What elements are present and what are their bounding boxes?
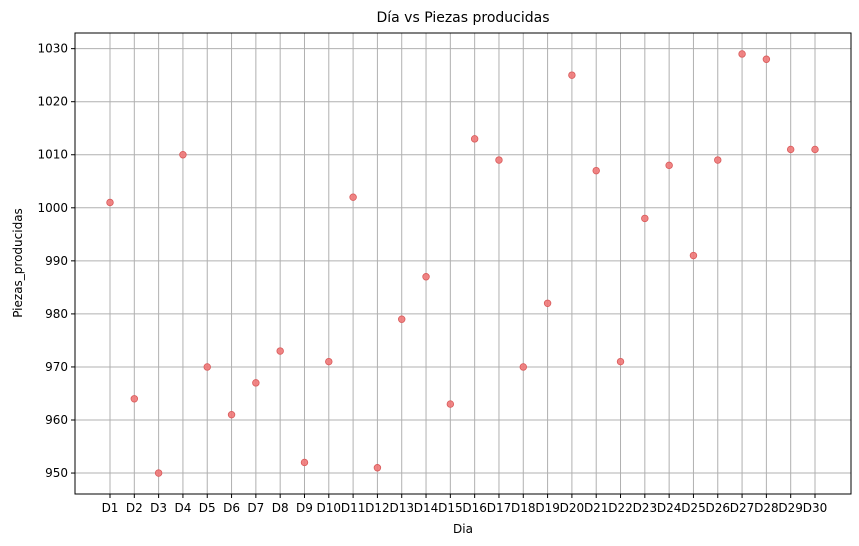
x-tick-label: D12: [365, 501, 390, 515]
x-tick-label: D24: [657, 501, 682, 515]
grid: [75, 33, 851, 494]
data-point: [130, 395, 139, 403]
x-axis-label: Dia: [453, 522, 473, 536]
x-tick-label: D9: [296, 501, 313, 515]
x-tick-label: D23: [633, 501, 658, 515]
data-point: [592, 166, 600, 175]
x-tick-label: D28: [754, 501, 779, 515]
y-tick-label: 960: [45, 413, 68, 427]
data-point: [641, 214, 649, 223]
data-point: [470, 135, 479, 143]
data-point: [349, 193, 357, 201]
data-point: [811, 145, 819, 154]
y-tick-label: 1000: [37, 201, 68, 215]
data-points: [106, 50, 819, 477]
data-point: [495, 156, 503, 164]
data-point: [276, 347, 284, 355]
data-point: [762, 55, 771, 63]
x-tick-label: D8: [272, 501, 289, 515]
data-point: [227, 410, 236, 419]
data-point: [398, 315, 406, 323]
x-tick-label: D19: [535, 501, 560, 515]
x-tick-label: D14: [414, 501, 439, 515]
data-point: [422, 273, 430, 281]
x-tick-label: D2: [126, 501, 143, 515]
y-tick-label: 980: [45, 307, 68, 321]
data-point: [616, 357, 625, 366]
x-tick-label: D7: [247, 501, 264, 515]
y-tick-label: 1030: [37, 42, 68, 56]
x-tick-label: D6: [223, 501, 240, 515]
x-axis: D1 D2 D3 D4 D5 D6 D7 D8 D9 D10 D11 D12 D13 D14 D15 D16 D…: [102, 494, 828, 515]
x-tick-label: D3: [150, 501, 167, 515]
x-tick-label: D10: [317, 501, 342, 515]
x-tick-label: D21: [584, 501, 609, 515]
data-point: [203, 363, 211, 371]
x-tick-label: D5: [199, 501, 216, 515]
y-tick-label: 950: [45, 466, 68, 480]
x-tick-label: D26: [706, 501, 731, 515]
x-tick-label: D16: [462, 501, 487, 515]
data-point: [446, 400, 455, 408]
y-tick-label: 1020: [37, 95, 68, 109]
x-tick-label: D22: [608, 501, 633, 515]
x-tick-label: D11: [341, 501, 366, 515]
data-point: [519, 363, 527, 371]
x-tick-label: D27: [730, 501, 755, 515]
x-tick-label: D20: [560, 501, 585, 515]
y-tick-label: 1010: [37, 148, 68, 162]
y-tick-label: 990: [45, 254, 68, 268]
data-point: [568, 71, 576, 79]
plot-frame: [74, 32, 852, 495]
data-point: [786, 145, 795, 154]
data-point: [154, 469, 163, 477]
data-point: [325, 357, 333, 366]
x-tick-label: D29: [778, 501, 803, 515]
x-tick-label: D4: [174, 501, 191, 515]
x-tick-label: D15: [438, 501, 463, 515]
data-point: [373, 464, 382, 472]
data-point: [689, 251, 698, 260]
data-point: [179, 151, 187, 159]
data-point: [543, 299, 552, 307]
data-point: [252, 379, 260, 387]
x-tick-label: D13: [389, 501, 414, 515]
data-point: [714, 156, 722, 164]
x-tick-label: D30: [803, 501, 828, 515]
data-point: [300, 458, 309, 467]
y-axis: 950 960 970 980 990 1000 1010 1020 1030: [37, 42, 75, 480]
x-tick-label: D1: [102, 501, 119, 515]
x-tick-label: D17: [487, 501, 512, 515]
data-point: [106, 198, 114, 207]
y-tick-label: 970: [45, 360, 68, 374]
x-tick-label: D18: [511, 501, 536, 515]
y-axis-label: Piezas_producidas: [11, 208, 25, 318]
data-point: [665, 161, 673, 170]
data-point: [738, 50, 746, 58]
x-tick-label: D25: [681, 501, 706, 515]
chart-title: Día vs Piezas producidas: [376, 10, 549, 26]
